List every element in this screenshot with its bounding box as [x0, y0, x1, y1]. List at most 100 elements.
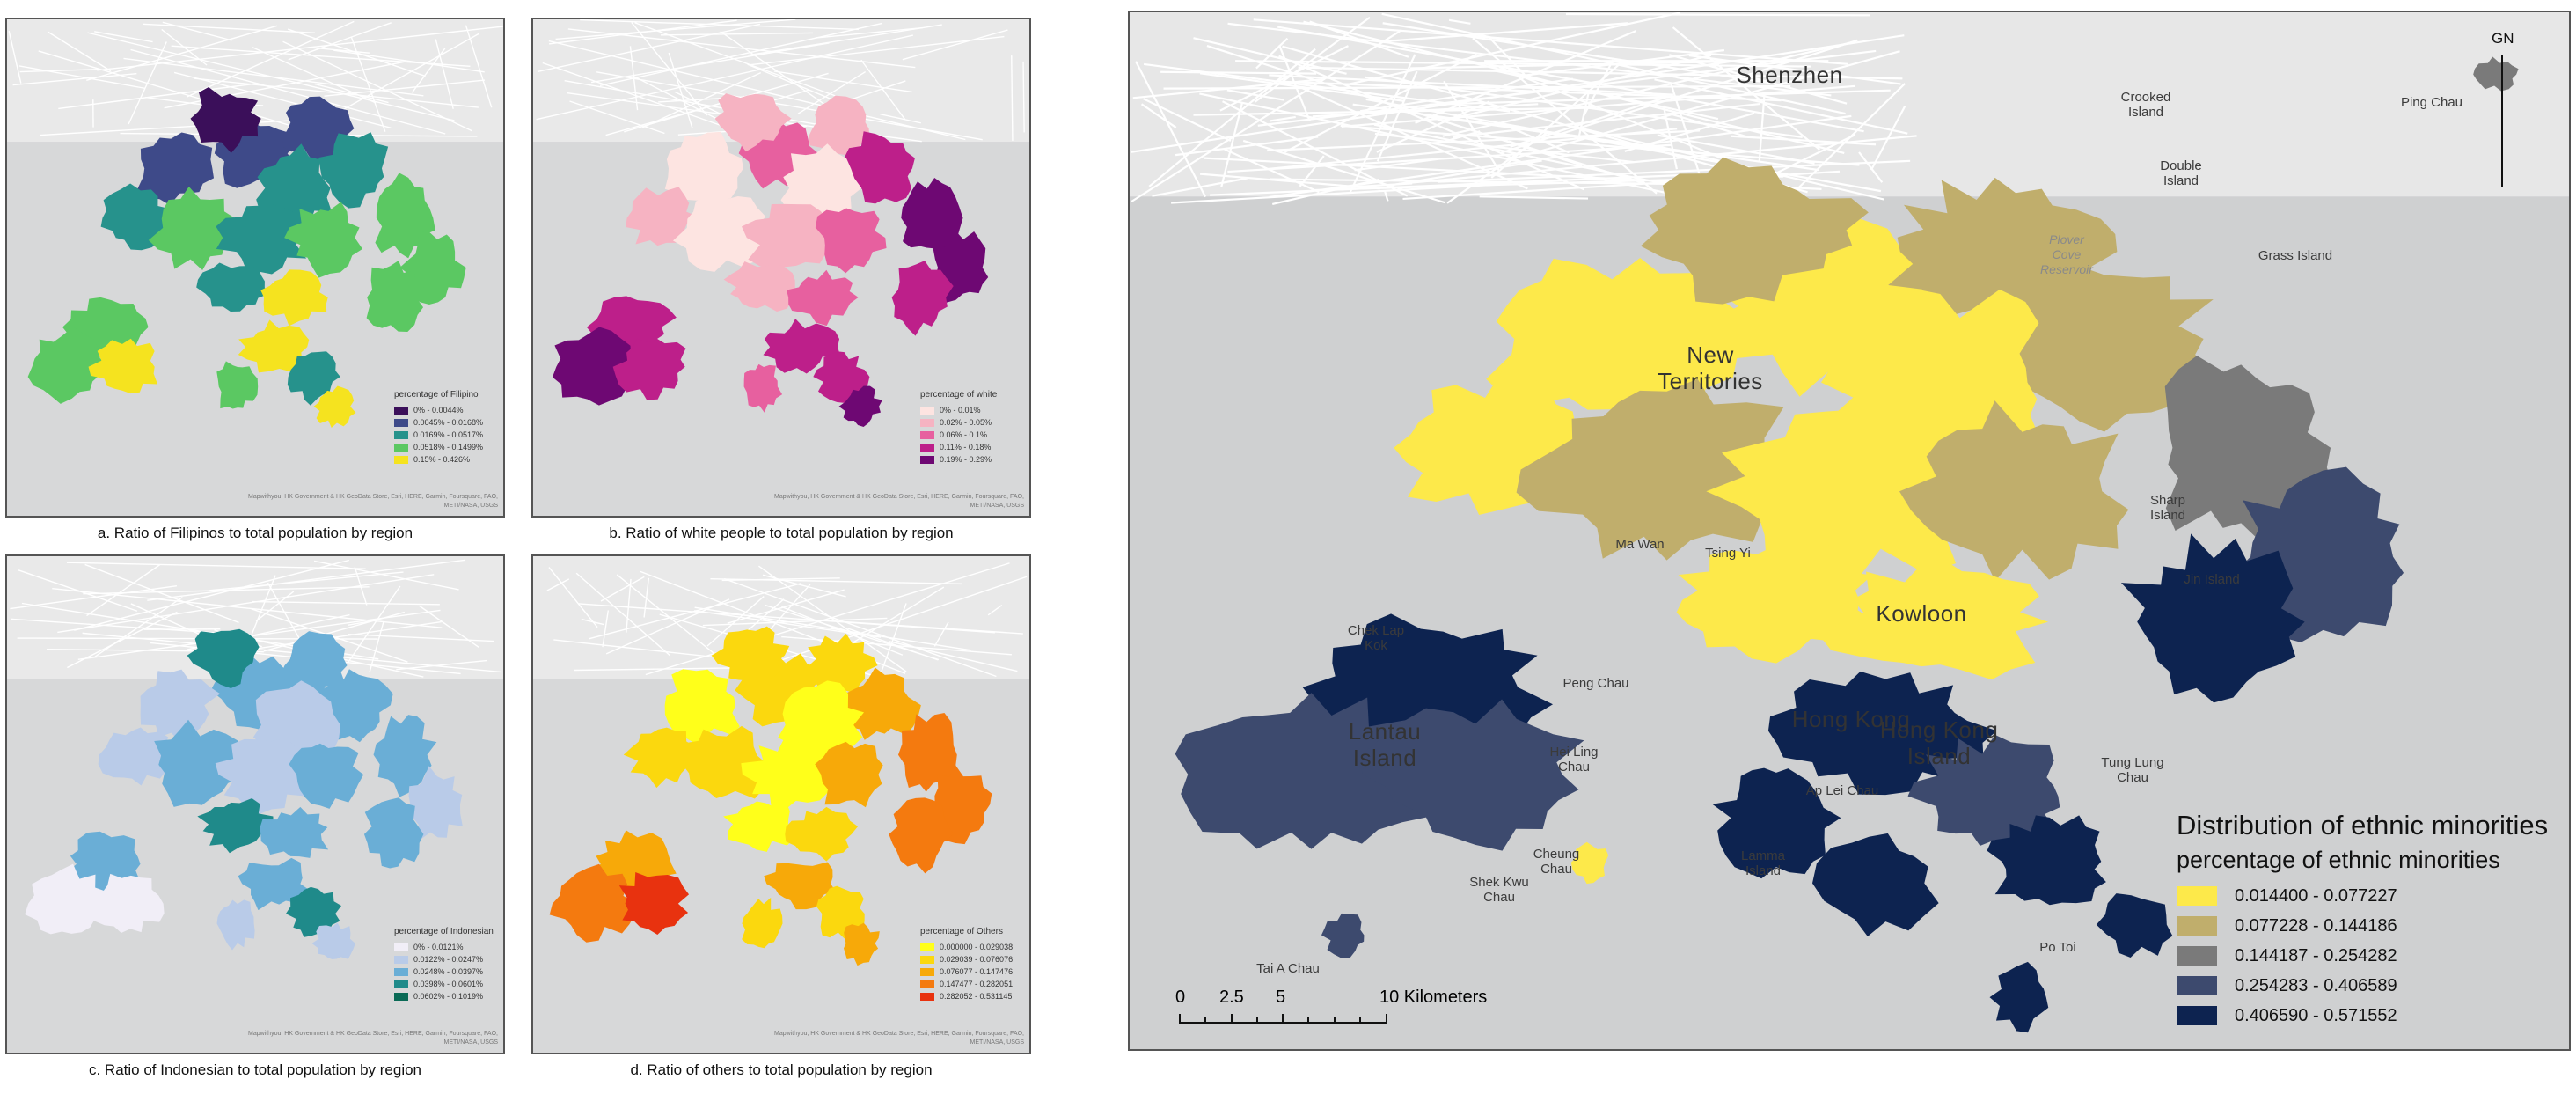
- legend-item-b-0: 0% - 0.01%: [920, 404, 997, 416]
- legend-swatch: [920, 943, 934, 951]
- main-legend-item-3: 0.254283 - 0.406589: [2177, 971, 2564, 1001]
- main-map-ethnic-minorities: Shenzhen Crooked Island Ping Chau Double…: [1128, 11, 2571, 1051]
- legend-title-c: percentage of Indonesian: [394, 927, 494, 936]
- label-sharp-island: Sharp Island: [2149, 493, 2186, 523]
- legend-swatch: [920, 967, 934, 976]
- label-hong-kong: Hong Kong: [1791, 706, 1911, 732]
- north-arrow-label: GN: [2492, 30, 2514, 47]
- legend-label: 0.11% - 0.18%: [940, 443, 992, 452]
- attribution-a: Mapwithyou, HK Government & HK GeoData S…: [248, 494, 498, 509]
- region-c-2: [187, 628, 260, 689]
- label-shenzhen: Shenzhen: [1736, 62, 1843, 88]
- legend-d: percentage of Others 0.000000 - 0.029038 0…: [920, 926, 1013, 1002]
- region-d-12: [889, 797, 954, 874]
- region-b-19: [813, 351, 870, 403]
- region-main-8: [1706, 409, 2003, 578]
- region-c-19: [285, 886, 342, 937]
- region-a-16: [27, 327, 113, 404]
- legend-b: percentage of white 0% - 0.01% 0.02% - 0.0…: [920, 389, 997, 466]
- legend-swatch: [920, 418, 934, 427]
- main-legend-item-1: 0.077228 - 0.144186: [2177, 911, 2564, 941]
- label-lamma-island: Lamma Island: [1740, 848, 1786, 878]
- region-a-13: [196, 262, 268, 312]
- region-d-14: [785, 806, 859, 862]
- legend-label: 0.15% - 0.426%: [413, 455, 471, 464]
- region-a-17: [88, 338, 158, 394]
- region-b-5: [780, 143, 862, 223]
- legend-swatch: [2177, 916, 2217, 936]
- region-b-9: [815, 208, 887, 274]
- map-panel-others: percentage of Others 0.000000 - 0.029038 0…: [531, 554, 1031, 1054]
- north-arrow-icon: [2501, 55, 2503, 187]
- region-b-20: [743, 363, 783, 413]
- label-cheung-chau: Cheung Chau: [1533, 847, 1580, 877]
- caption-a: a. Ratio of Filipinos to total populatio…: [97, 525, 413, 541]
- legend-item-a-1: 0.0045% - 0.0168%: [394, 416, 483, 429]
- legend-swatch: [394, 418, 408, 427]
- legend-c: percentage of Indonesian 0% - 0.0121% 0.01…: [394, 926, 494, 1002]
- label-plover-cove: Plover Cove Reservoir: [2040, 232, 2093, 276]
- region-b-7: [672, 184, 772, 272]
- label-new-territories: New Territories: [1658, 341, 1763, 394]
- legend-label: 0% - 0.0121%: [413, 943, 464, 951]
- region-a-20: [216, 361, 259, 409]
- legend-swatch: [920, 443, 934, 452]
- region-main-9: [1899, 400, 2129, 582]
- legend-swatch: [394, 980, 408, 988]
- region-a-9: [284, 202, 363, 278]
- legend-label: 0.0398% - 0.0601%: [413, 980, 484, 988]
- legend-swatch: [920, 980, 934, 988]
- legend-title-a: percentage of Filipino: [394, 390, 479, 400]
- region-main-20: [1712, 767, 1841, 879]
- island-main-3: [1321, 913, 1365, 958]
- region-a-8: [216, 204, 307, 275]
- legend-label: 0.077228 - 0.144186: [2235, 915, 2397, 936]
- region-b-4: [844, 131, 915, 204]
- main-legend-item-4: 0.406590 - 0.571552: [2177, 1001, 2564, 1031]
- label-chek-lap-kok: Chek Lap Kok: [1347, 623, 1405, 653]
- main-legend-item-2: 0.144187 - 0.254282: [2177, 941, 2564, 971]
- island-main-1: [2096, 893, 2173, 958]
- region-c-13: [197, 798, 274, 854]
- legend-label: 0.254283 - 0.406589: [2235, 975, 2397, 995]
- region-d-9: [815, 741, 883, 808]
- legend-item-b-2: 0.06% - 0.1%: [920, 429, 997, 441]
- legend-item-c-1: 0.0122% - 0.0247%: [394, 953, 494, 966]
- region-c-10: [373, 715, 437, 797]
- legend-item-a-0: 0% - 0.0044%: [394, 404, 483, 416]
- legend-swatch: [920, 430, 934, 439]
- region-c-21: [311, 922, 355, 960]
- legend-label: 0.02% - 0.05%: [940, 418, 992, 427]
- region-c-8: [215, 738, 311, 815]
- region-d-8: [741, 738, 843, 811]
- main-map-canvas: [1130, 12, 2569, 1049]
- label-tai-a-chau: Tai A Chau: [1256, 961, 1320, 976]
- legend-subtitle: percentage of ethnic minorities: [2177, 847, 2500, 873]
- region-main-19: [1907, 734, 2062, 854]
- legend-item-c-3: 0.0398% - 0.0601%: [394, 978, 494, 990]
- label-shek-kwu-chau: Shek Kwu Chau: [1469, 875, 1529, 905]
- region-d-18: [764, 862, 836, 910]
- legend-title-b: percentage of white: [920, 390, 998, 400]
- legend-label: 0.144187 - 0.254282: [2235, 945, 2397, 966]
- main-legend-item-0: 0.014400 - 0.077227: [2177, 881, 2564, 911]
- region-b-6: [626, 187, 702, 246]
- region-main-2: [1640, 157, 1869, 305]
- region-b-3: [808, 95, 870, 156]
- region-d-21: [843, 922, 880, 966]
- region-a-12: [366, 261, 424, 332]
- legend-label: 0.0045% - 0.0168%: [413, 418, 484, 427]
- region-b-21: [838, 385, 882, 428]
- island-main-5: [2473, 56, 2519, 92]
- legend-swatch: [2177, 886, 2217, 906]
- region-b-10: [901, 178, 963, 257]
- legend-label: 0.076077 - 0.147476: [940, 967, 1014, 976]
- island-main-4: [1570, 841, 1609, 885]
- legend-item-b-3: 0.11% - 0.18%: [920, 441, 997, 453]
- region-d-20: [742, 897, 783, 949]
- legend-swatch: [394, 967, 408, 976]
- region-d-7: [682, 725, 768, 799]
- region-c-3: [281, 631, 348, 701]
- legend-swatch: [394, 430, 408, 439]
- legend-label: 0.147477 - 0.282051: [940, 980, 1014, 988]
